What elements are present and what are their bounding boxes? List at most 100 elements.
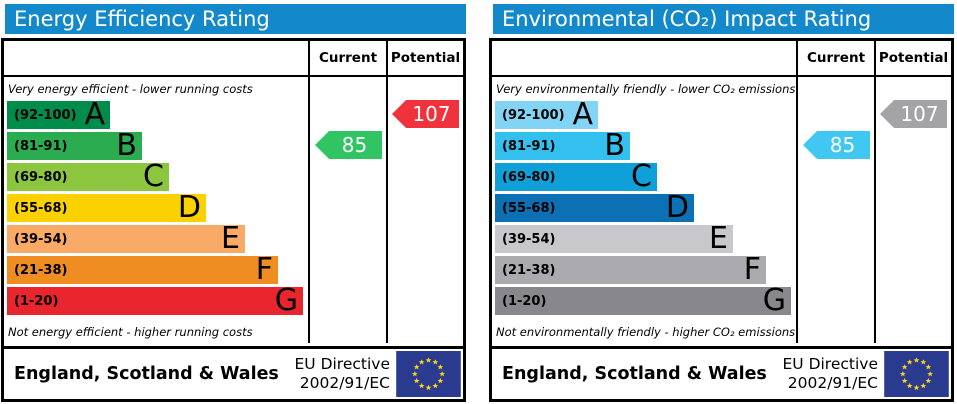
band-range: (81-91): [502, 138, 556, 154]
bottom-caption: Not environmentally friendly - higher CO…: [496, 325, 796, 339]
band-letter: E: [221, 221, 240, 256]
table-footer: England, Scotland & Wales EU Directive 2…: [4, 346, 463, 399]
environmental-bands-area: Very environmentally friendly - lower CO…: [492, 79, 951, 343]
band-row: (21-38) F: [7, 252, 303, 287]
eu-directive-label: EU Directive 2002/91/EC: [783, 355, 879, 393]
band-letter: F: [743, 252, 761, 287]
current-rating-arrow: 85: [803, 131, 870, 159]
band-row: (1-20) G: [495, 283, 791, 318]
potential-column-header: Potential: [390, 50, 461, 66]
band-letter: B: [604, 128, 625, 163]
current-rating-value: 85: [341, 133, 368, 157]
band-range: (81-91): [14, 138, 68, 154]
potential-rating-value: 107: [900, 102, 939, 126]
band-row: (92-100) A: [7, 100, 303, 132]
energy-bands-area: Very energy efficient - lower running co…: [4, 79, 463, 343]
environmental-rating-table: Current Potential Very environmentally f…: [489, 38, 954, 402]
current-column-header: Current: [318, 50, 378, 66]
band-row: (69-80) C: [7, 159, 303, 194]
band-range: (21-38): [14, 262, 68, 278]
band-letter: D: [177, 190, 201, 225]
band-range: (39-54): [14, 231, 68, 247]
band-range: (21-38): [502, 262, 556, 278]
eu-directive-label: EU Directive 2002/91/EC: [295, 355, 391, 393]
current-rating-value: 85: [829, 133, 856, 157]
top-caption: Very environmentally friendly - lower CO…: [496, 82, 796, 96]
column-divider: [874, 41, 876, 343]
region-label: England, Scotland & Wales: [502, 364, 767, 384]
top-caption: Very energy efficient - lower running co…: [8, 82, 253, 96]
band-range: (69-80): [502, 169, 556, 185]
energy-panel-title: Energy Efficiency Rating: [5, 4, 466, 34]
band-bar-f: (21-38) F: [495, 252, 766, 287]
band-row: (55-68) D: [495, 190, 791, 225]
band-letter: F: [255, 252, 273, 287]
table-footer: England, Scotland & Wales EU Directive 2…: [492, 346, 951, 399]
band-bar-g: (1-20) G: [7, 283, 303, 318]
band-range: (55-68): [14, 200, 68, 216]
band-bar-d: (55-68) D: [495, 190, 694, 225]
current-column-header: Current: [806, 50, 866, 66]
band-range: (69-80): [14, 169, 68, 185]
table-header-row: Current Potential: [4, 41, 463, 77]
band-bar-c: (69-80) C: [495, 159, 657, 194]
band-bar-a: (92-100) A: [7, 100, 110, 130]
band-bar-e: (39-54) E: [7, 221, 245, 256]
band-letter: B: [116, 128, 137, 163]
column-divider: [308, 41, 310, 343]
band-row: (39-54) E: [495, 221, 791, 256]
eu-directive-line2: 2002/91/EC: [787, 374, 878, 392]
band-range: (1-20): [502, 293, 547, 309]
band-bar-d: (55-68) D: [7, 190, 206, 225]
column-divider: [386, 41, 388, 343]
band-bar-g: (1-20) G: [495, 283, 791, 318]
environmental-band-list: (92-100) A (81-91) B (69-80) C: [495, 97, 791, 318]
band-letter: E: [709, 221, 728, 256]
band-bar-b: (81-91) B: [7, 128, 142, 163]
energy-band-list: (92-100) A (81-91) B (69-80) C: [7, 100, 303, 318]
table-header-row: Current Potential: [492, 41, 951, 77]
band-letter: G: [762, 283, 786, 318]
band-row: (81-91) B: [7, 128, 303, 163]
band-row: (81-91) B: [495, 128, 791, 163]
band-letter: A: [572, 97, 593, 132]
environmental-impact-panel: Environmental (CO₂) Impact Rating Curren…: [488, 0, 957, 404]
eu-directive-line2: 2002/91/EC: [299, 374, 390, 392]
eu-flag-icon: [396, 351, 461, 397]
bottom-caption: Not energy efficient - higher running co…: [8, 325, 253, 339]
band-bar-f: (21-38) F: [7, 252, 278, 287]
energy-efficiency-panel: Energy Efficiency Rating Current Potenti…: [0, 0, 469, 404]
column-divider: [796, 41, 798, 343]
band-range: (1-20): [14, 293, 59, 309]
energy-rating-table: Current Potential Very energy efficient …: [1, 38, 466, 402]
region-label: England, Scotland & Wales: [14, 364, 279, 384]
band-range: (55-68): [502, 200, 556, 216]
band-range: (92-100): [502, 107, 565, 123]
eu-flag-icon: [884, 351, 949, 397]
band-row: (1-20) G: [7, 283, 303, 318]
band-letter: C: [143, 159, 164, 194]
band-row: (69-80) C: [495, 159, 791, 194]
band-bar-c: (69-80) C: [7, 159, 169, 194]
band-row: (92-100) A: [495, 97, 791, 132]
band-bar-e: (39-54) E: [495, 221, 733, 256]
band-range: (39-54): [502, 231, 556, 247]
band-bar-a: (92-100) A: [495, 97, 598, 132]
band-range: (92-100): [14, 107, 77, 123]
environmental-panel-title: Environmental (CO₂) Impact Rating: [493, 4, 954, 34]
band-row: (39-54) E: [7, 221, 303, 256]
band-row: (21-38) F: [495, 252, 791, 287]
band-bar-b: (81-91) B: [495, 128, 630, 163]
potential-rating-value: 107: [412, 102, 451, 126]
potential-column-header: Potential: [878, 50, 949, 66]
potential-rating-arrow: 107: [880, 100, 947, 128]
potential-rating-arrow: 107: [392, 100, 459, 128]
eu-directive-line1: EU Directive: [782, 355, 879, 373]
band-letter: C: [631, 159, 652, 194]
band-letter: D: [665, 190, 689, 225]
eu-directive-line1: EU Directive: [294, 355, 391, 373]
band-row: (55-68) D: [7, 190, 303, 225]
band-letter: G: [274, 283, 298, 318]
current-rating-arrow: 85: [315, 131, 382, 159]
